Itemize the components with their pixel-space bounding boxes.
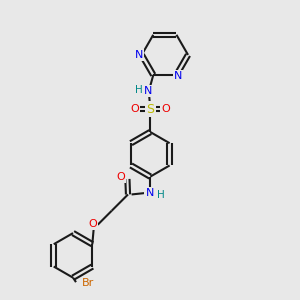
Text: N: N (134, 50, 143, 60)
Text: O: O (130, 104, 139, 114)
Text: Br: Br (82, 278, 94, 288)
Text: S: S (146, 103, 154, 116)
Text: N: N (146, 188, 154, 198)
Text: O: O (161, 104, 170, 114)
Text: N: N (144, 86, 152, 96)
Text: H: H (157, 190, 165, 200)
Text: H: H (134, 85, 142, 95)
Text: O: O (116, 172, 125, 182)
Text: O: O (88, 219, 97, 229)
Text: N: N (174, 71, 182, 82)
